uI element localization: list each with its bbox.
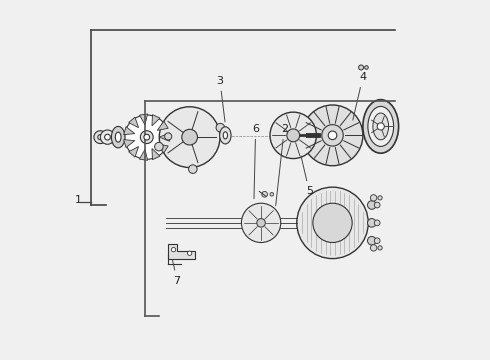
Circle shape [368, 201, 376, 209]
Circle shape [140, 131, 153, 144]
Circle shape [322, 125, 343, 146]
Circle shape [172, 248, 176, 252]
Ellipse shape [111, 126, 125, 148]
Circle shape [165, 133, 172, 140]
Circle shape [365, 66, 368, 69]
Circle shape [302, 105, 363, 166]
Ellipse shape [373, 113, 389, 140]
Circle shape [270, 112, 317, 158]
Text: 3: 3 [217, 76, 225, 122]
Polygon shape [123, 140, 135, 148]
Circle shape [257, 219, 266, 227]
Circle shape [242, 203, 281, 243]
Circle shape [368, 237, 376, 245]
Circle shape [374, 220, 380, 226]
Circle shape [94, 131, 107, 144]
Text: 5: 5 [301, 156, 313, 196]
Ellipse shape [368, 107, 393, 147]
Circle shape [155, 142, 163, 151]
Circle shape [370, 245, 377, 251]
Circle shape [378, 196, 382, 200]
Ellipse shape [297, 187, 368, 258]
Ellipse shape [363, 100, 398, 153]
Text: 6: 6 [252, 124, 259, 199]
Text: 1: 1 [75, 195, 82, 205]
Polygon shape [129, 147, 139, 157]
Circle shape [368, 219, 376, 227]
Circle shape [182, 129, 197, 145]
Circle shape [189, 165, 197, 174]
Circle shape [124, 115, 169, 159]
Circle shape [287, 129, 300, 142]
Circle shape [378, 246, 382, 250]
Ellipse shape [313, 203, 352, 243]
Circle shape [270, 193, 273, 196]
Ellipse shape [220, 127, 231, 144]
Circle shape [328, 131, 337, 140]
Circle shape [159, 107, 220, 167]
Circle shape [100, 130, 115, 144]
Text: 2: 2 [276, 124, 288, 206]
Circle shape [188, 251, 192, 255]
Polygon shape [152, 114, 160, 126]
Polygon shape [157, 121, 168, 130]
Polygon shape [152, 149, 160, 159]
Ellipse shape [115, 132, 121, 142]
Polygon shape [159, 133, 170, 141]
Polygon shape [139, 114, 147, 125]
Circle shape [359, 65, 364, 70]
Circle shape [374, 202, 380, 208]
Ellipse shape [223, 132, 227, 139]
Circle shape [374, 238, 380, 244]
Circle shape [98, 135, 103, 140]
Circle shape [104, 134, 110, 140]
Circle shape [370, 195, 377, 201]
Text: 7: 7 [172, 260, 181, 285]
Polygon shape [129, 117, 139, 128]
Polygon shape [139, 149, 147, 160]
Circle shape [377, 123, 384, 130]
Polygon shape [168, 244, 195, 258]
Text: 4: 4 [353, 72, 367, 120]
Circle shape [144, 134, 149, 140]
Polygon shape [157, 144, 168, 153]
Circle shape [262, 192, 268, 197]
Circle shape [216, 123, 224, 132]
Polygon shape [123, 127, 135, 135]
